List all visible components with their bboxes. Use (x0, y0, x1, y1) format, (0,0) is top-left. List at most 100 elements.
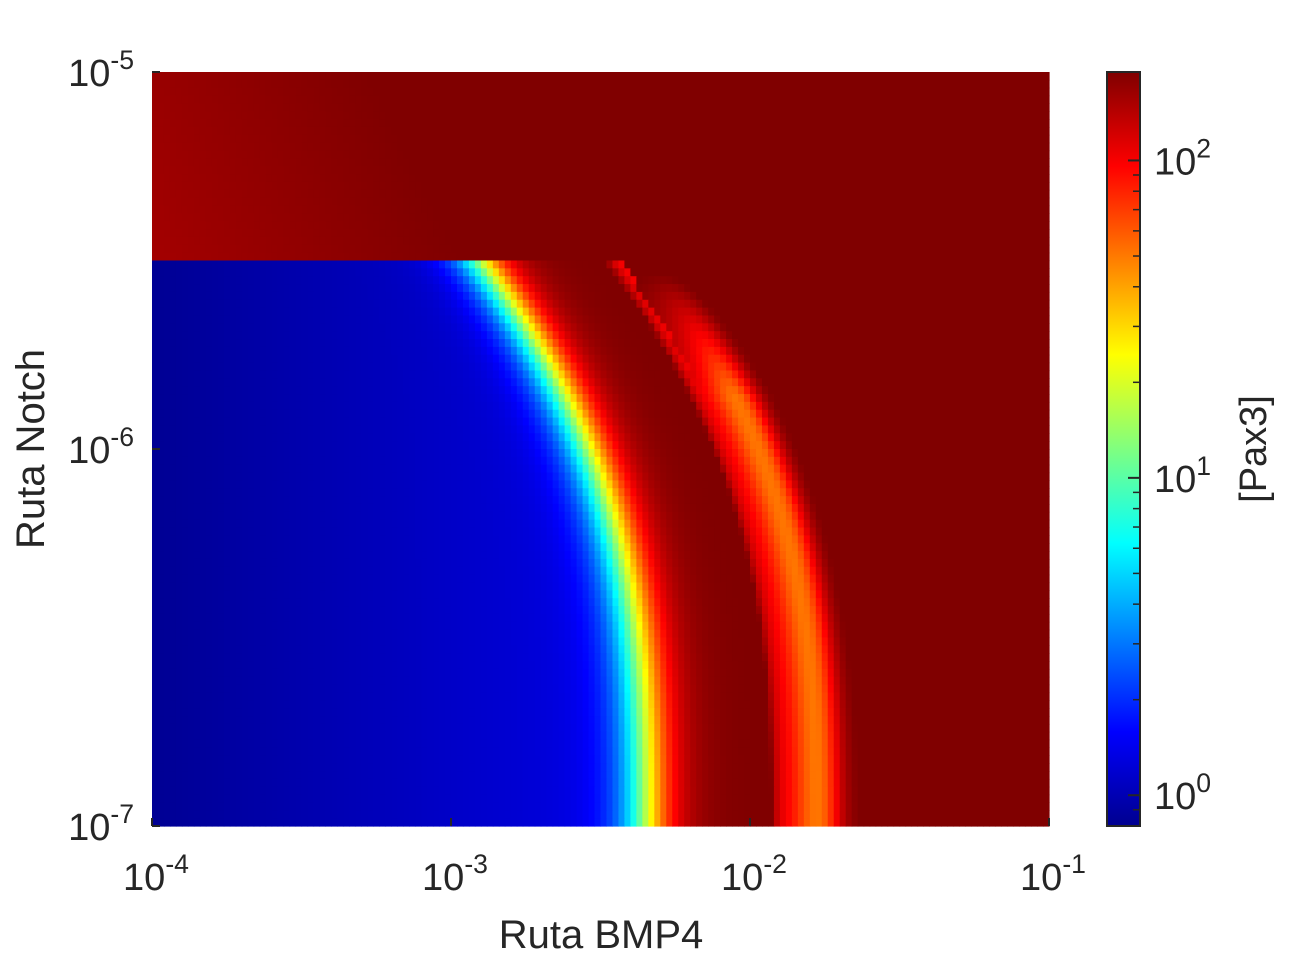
heatmap-cell (803, 252, 811, 262)
heatmap-cell (169, 205, 177, 214)
heatmap-cell (905, 134, 913, 144)
heatmap-cell (660, 79, 667, 89)
heatmap-cell (528, 315, 536, 324)
heatmap-cell (767, 134, 775, 144)
heatmap-cell (211, 205, 219, 214)
heatmap-cell (642, 284, 649, 293)
heatmap-cell (540, 126, 548, 136)
heatmap-cell (726, 119, 733, 128)
heatmap-cell (373, 119, 380, 128)
heatmap-cell (803, 299, 811, 309)
heatmap-cell (893, 229, 901, 238)
heatmap-cell (803, 315, 811, 324)
heatmap-cell (941, 197, 948, 207)
heatmap-cell (839, 205, 847, 214)
heatmap-cell (331, 213, 338, 222)
heatmap-cell (935, 268, 942, 277)
heatmap-cell (480, 244, 488, 254)
heatmap-cell (181, 315, 189, 324)
heatmap-cell (917, 72, 925, 81)
heatmap-cell (163, 299, 171, 309)
heatmap-cell (869, 221, 877, 230)
heatmap-cell (355, 174, 362, 183)
heatmap-cell (726, 158, 733, 167)
heatmap-cell (552, 229, 560, 238)
heatmap-cell (582, 197, 590, 207)
heatmap-cell (265, 158, 273, 167)
heatmap-cell (971, 95, 978, 105)
heatmap-cell (612, 181, 620, 191)
heatmap-cell (492, 229, 500, 238)
heatmap-cell (486, 103, 494, 112)
heatmap-cell (893, 284, 901, 293)
heatmap-cell (773, 181, 781, 191)
heatmap-cell (187, 142, 195, 152)
heatmap-cell (433, 95, 440, 105)
heatmap-cell (247, 260, 255, 269)
heatmap-cell (851, 189, 859, 199)
heatmap-cell (528, 213, 536, 222)
heatmap-cell (504, 276, 512, 285)
heatmap-cell (600, 221, 608, 230)
heatmap-cell (708, 142, 715, 152)
heatmap-cell (427, 126, 434, 136)
heatmap-cell (917, 244, 925, 254)
heatmap-cell (301, 72, 309, 81)
heatmap-cell (271, 142, 279, 152)
heatmap-cell (684, 111, 691, 120)
heatmap-cell (1013, 276, 1020, 285)
heatmap-cell (271, 205, 279, 214)
heatmap-cell (989, 299, 996, 309)
heatmap-cell (905, 268, 913, 277)
heatmap-cell (319, 79, 327, 89)
heatmap-cell (307, 213, 315, 222)
heatmap-cell (935, 158, 942, 167)
heatmap-cell (193, 95, 201, 105)
heatmap-cell (492, 299, 500, 309)
heatmap-cell (307, 158, 315, 167)
heatmap-cell (624, 323, 631, 332)
heatmap-cell (391, 331, 398, 340)
heatmap-cell (283, 229, 291, 238)
heatmap-cell (486, 276, 494, 285)
heatmap-cell (456, 189, 464, 199)
heatmap-cell (851, 181, 859, 191)
heatmap-cell (953, 276, 960, 285)
heatmap-cell (421, 315, 428, 324)
heatmap-cell (307, 189, 315, 199)
heatmap-cell (247, 244, 255, 254)
heatmap-cell (791, 150, 799, 159)
heatmap-cell (355, 197, 362, 207)
heatmap-cell (277, 221, 285, 230)
heatmap-cell (265, 291, 273, 301)
heatmap-cell (415, 252, 422, 262)
heatmap-cell (738, 87, 745, 97)
heatmap-cell (486, 72, 494, 81)
heatmap-cell (750, 87, 757, 97)
heatmap-cell (313, 150, 321, 159)
heatmap-cell (708, 213, 715, 222)
heatmap-cell (451, 111, 458, 120)
heatmap-cell (672, 72, 679, 81)
heatmap-cell (462, 197, 470, 207)
heatmap-cell (989, 158, 996, 167)
heatmap-cell (540, 268, 548, 277)
heatmap-cell (552, 119, 560, 128)
heatmap-cell (480, 111, 488, 120)
heatmap-cell (815, 158, 823, 167)
heatmap-cell (373, 260, 380, 269)
heatmap-cell (732, 111, 739, 120)
heatmap-cell (570, 150, 578, 159)
heatmap-cell (474, 307, 482, 317)
heatmap-cell (738, 291, 745, 301)
heatmap-cell (911, 244, 919, 254)
heatmap-cell (349, 268, 356, 277)
heatmap-cell (157, 103, 165, 112)
heatmap-cell (439, 142, 446, 152)
heatmap-cell (259, 307, 267, 317)
heatmap-cell (451, 268, 458, 277)
heatmap-cell (325, 189, 332, 199)
heatmap-cell (785, 244, 793, 254)
heatmap-cell (821, 103, 829, 112)
heatmap-cell (552, 291, 560, 301)
